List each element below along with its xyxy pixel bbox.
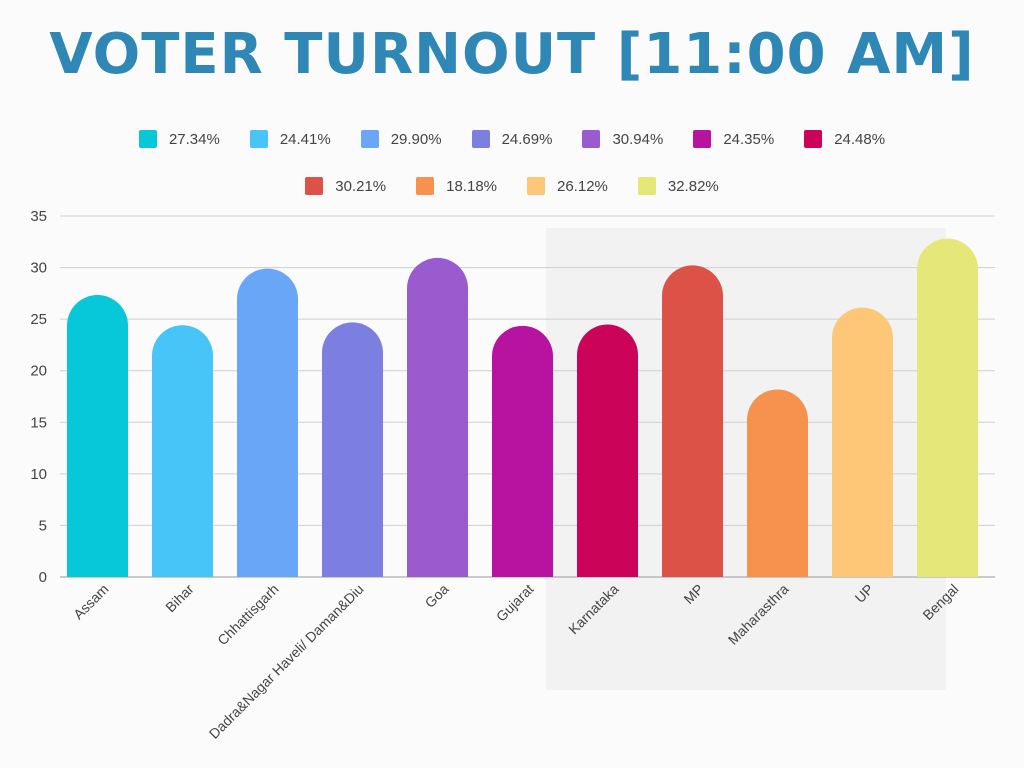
x-tick-label: Goa (422, 581, 452, 611)
y-tick-label: 0 (39, 569, 47, 586)
legend-label: 24.69% (501, 130, 553, 148)
x-tick-label: Maharasthra (725, 581, 792, 648)
bar (662, 265, 723, 577)
y-tick-label: 20 (30, 363, 47, 380)
bar (577, 324, 638, 577)
legend-swatch (582, 130, 601, 148)
bar (152, 325, 213, 577)
legend-label: 24.48% (834, 130, 886, 148)
legend-swatch (693, 130, 712, 148)
legend-item: 32.82% (637, 177, 719, 195)
legend-item: 27.34% (138, 130, 220, 148)
bar (917, 238, 978, 578)
legend-item: 29.90% (360, 130, 442, 148)
legend-swatch (416, 177, 435, 195)
x-tick-label: Bengal (919, 581, 961, 623)
legend-row-2: 30.21% 18.18% 26.12% 32.82% (0, 177, 1024, 195)
legend-label: 30.94% (612, 130, 664, 148)
bar (832, 307, 893, 577)
x-tick-label: Karnataka (565, 581, 622, 638)
y-tick-label: 5 (39, 517, 47, 534)
legend-label: 24.41% (279, 130, 331, 148)
x-tick-label: Dadra&Nagar Haveli/ Daman&Diu (206, 581, 367, 742)
bar (237, 268, 298, 577)
legend-swatch (305, 177, 324, 195)
legend-item: 24.69% (471, 130, 553, 148)
legend-swatch (360, 130, 379, 148)
legend-label: 26.12% (557, 177, 608, 195)
legend-item: 18.18% (416, 177, 497, 195)
legend-item: 30.21% (305, 177, 386, 195)
legend-label: 24.35% (723, 130, 775, 148)
legend-item: 26.12% (527, 177, 608, 195)
legend-swatch (527, 177, 545, 195)
y-tick-label: 30 (30, 260, 47, 277)
y-tick-label: 25 (30, 311, 47, 328)
bar (492, 325, 553, 577)
legend-row-1: 27.34% 24.41% 29.90% 24.69% 30.94% 24.35% 24.4… (0, 130, 1024, 148)
x-tick-label: MP (680, 581, 706, 607)
bar (407, 257, 468, 577)
y-tick-label: 10 (30, 466, 47, 483)
legend-label: 29.90% (390, 130, 442, 148)
legend-swatch (804, 130, 823, 148)
legend-swatch (471, 130, 490, 148)
legend-label: 18.18% (446, 177, 497, 195)
legend-item: 24.48% (804, 130, 885, 148)
legend-label: 32.82% (667, 177, 719, 195)
legend-item: 24.41% (249, 130, 331, 148)
legend-item: 30.94% (582, 130, 663, 148)
chart-title: VOTER TURNOUT [11:00 AM] (49, 22, 975, 87)
legend-swatch (249, 130, 268, 148)
bar (322, 322, 383, 577)
legend-swatch (138, 130, 157, 148)
y-tick-label: 35 (30, 208, 47, 225)
legend-item: 24.35% (693, 130, 774, 148)
legend-label: 30.21% (335, 177, 387, 195)
x-tick-label: Assam (70, 581, 112, 623)
legend-label: 27.34% (168, 130, 220, 148)
legend-swatch (637, 177, 656, 195)
bar (67, 295, 128, 577)
x-tick-label: Chhattisgarh (214, 581, 281, 648)
y-tick-label: 15 (30, 414, 47, 431)
bar (747, 389, 808, 577)
x-tick-label: Bihar (162, 581, 197, 616)
x-tick-label: Gujarat (493, 581, 537, 625)
x-tick-label: UP (852, 581, 877, 606)
